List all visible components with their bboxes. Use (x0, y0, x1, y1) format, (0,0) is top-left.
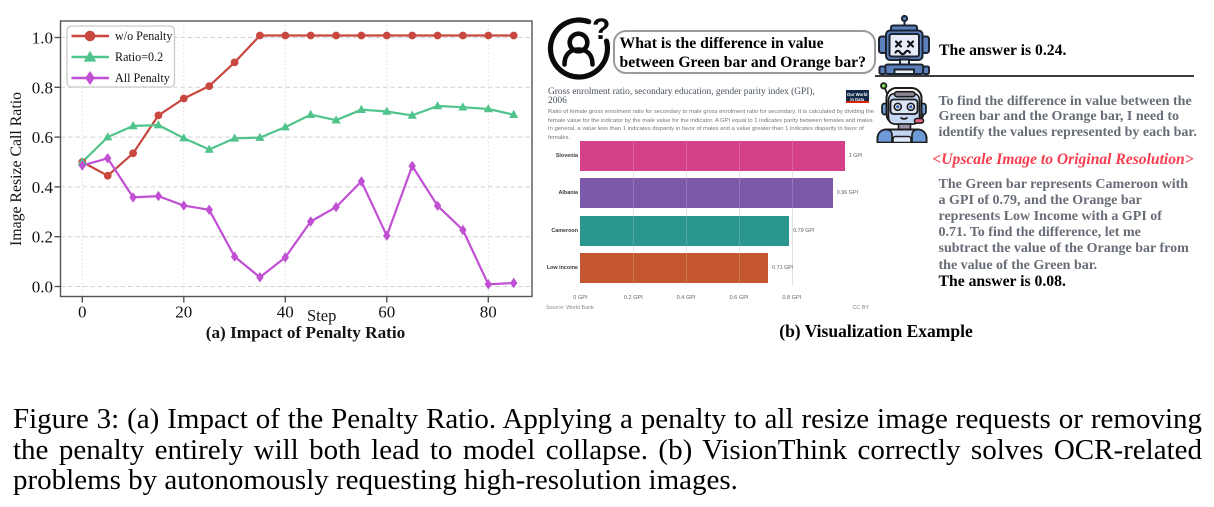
svg-text:60: 60 (378, 303, 395, 322)
svg-text:0.8: 0.8 (32, 78, 53, 97)
svg-text:?: ? (592, 13, 610, 46)
svg-text:(a) Impact of Penalty Ratio: (a) Impact of Penalty Ratio (206, 323, 406, 342)
svg-text:w/o Penalty: w/o Penalty (115, 29, 172, 43)
svg-text:Image Resize Call Ratio: Image Resize Call Ratio (8, 92, 25, 246)
svg-text:All Penalty: All Penalty (115, 71, 170, 85)
svg-text:0.4: 0.4 (32, 178, 54, 197)
svg-text:0.6: 0.6 (32, 128, 53, 147)
svg-text:0.2: 0.2 (32, 228, 53, 247)
svg-text:80: 80 (480, 303, 497, 322)
svg-text:Step: Step (307, 306, 336, 325)
svg-text:20: 20 (175, 303, 192, 322)
svg-text:0.0: 0.0 (32, 278, 53, 297)
svg-text:1.0: 1.0 (32, 29, 53, 48)
svg-text:Ratio=0.2: Ratio=0.2 (115, 50, 163, 64)
svg-text:0: 0 (78, 303, 87, 322)
svg-text:40: 40 (277, 303, 294, 322)
